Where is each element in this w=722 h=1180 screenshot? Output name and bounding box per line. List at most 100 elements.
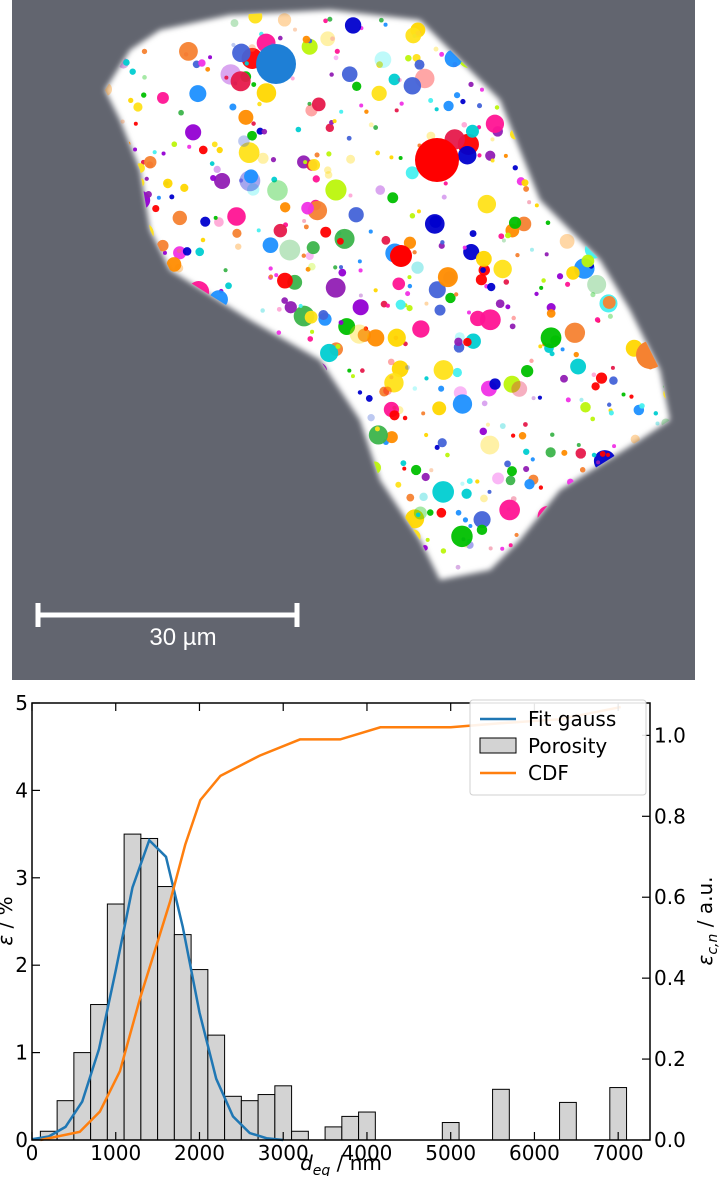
pore <box>493 259 512 279</box>
legend-box <box>469 699 647 796</box>
pore <box>477 194 497 214</box>
pore <box>349 324 369 344</box>
y2-tick-label: 0.0 <box>654 1128 686 1152</box>
pore <box>443 181 448 186</box>
pore <box>235 243 242 250</box>
x-tick-label: 2000 <box>174 1141 225 1165</box>
pore <box>311 97 326 112</box>
pore <box>198 59 206 67</box>
pore <box>465 124 479 138</box>
pore <box>452 367 462 378</box>
pore <box>591 372 597 378</box>
pore <box>546 309 556 318</box>
pore <box>477 153 482 158</box>
pore <box>381 235 391 245</box>
pore <box>463 243 480 261</box>
pore <box>302 218 307 223</box>
pore <box>607 313 613 319</box>
pore <box>429 468 434 473</box>
pore <box>512 165 518 171</box>
pore <box>591 382 600 391</box>
pore <box>460 481 465 486</box>
pore <box>499 499 520 521</box>
pore <box>508 543 513 548</box>
pore <box>466 310 471 315</box>
pore <box>462 517 469 523</box>
pore <box>376 61 383 68</box>
x-tick-label: 4000 <box>342 1141 393 1165</box>
pore <box>411 261 424 274</box>
pore <box>503 279 510 285</box>
pore <box>327 16 333 22</box>
pore <box>440 548 447 554</box>
pore <box>185 124 202 141</box>
pore <box>434 304 446 316</box>
pore <box>375 150 381 156</box>
pore <box>359 103 364 108</box>
pore <box>348 207 364 223</box>
pore <box>162 178 173 189</box>
plot: 0 1000 2000 3000 4000 5000 6000 7000 0 1 2 3 4 5 0.0 0.… <box>0 691 721 1179</box>
pore <box>157 239 169 252</box>
histogram-bar <box>157 886 175 1141</box>
pore <box>320 226 332 238</box>
pore <box>173 246 187 260</box>
pore <box>639 403 645 409</box>
pore <box>279 239 301 261</box>
pore <box>267 180 288 201</box>
pore <box>427 509 434 516</box>
pore <box>437 438 447 448</box>
pore <box>461 121 468 128</box>
pore <box>365 395 373 402</box>
pore <box>489 378 501 390</box>
pore <box>238 109 254 125</box>
pore <box>271 176 278 183</box>
pore <box>421 472 430 482</box>
pore <box>590 416 596 422</box>
pore <box>490 158 495 163</box>
pore <box>162 250 167 255</box>
pore <box>591 452 597 458</box>
pore <box>607 402 612 407</box>
pore <box>537 395 543 400</box>
pore <box>445 292 456 304</box>
pore <box>599 450 606 457</box>
x-axis-label-symbol: d <box>300 1151 313 1175</box>
pore <box>281 297 288 304</box>
y2-tick-label: 0.8 <box>654 804 686 828</box>
x-tick-label: 6000 <box>509 1141 560 1165</box>
pore <box>428 98 434 103</box>
y-axis-label-unit: / % <box>0 896 17 934</box>
pore <box>141 92 147 98</box>
pore <box>152 204 160 213</box>
pore <box>247 130 257 141</box>
pore <box>318 310 329 321</box>
pore <box>565 281 571 287</box>
pore <box>198 145 208 155</box>
pore <box>295 126 302 133</box>
pore <box>596 460 601 465</box>
pore <box>487 489 492 494</box>
pore <box>436 507 447 518</box>
pore <box>421 411 426 416</box>
x-tick-label: 0 <box>26 1141 39 1165</box>
pore <box>432 481 455 503</box>
pore <box>341 66 358 82</box>
pore <box>308 159 321 171</box>
pore <box>350 374 355 379</box>
pore <box>214 172 231 190</box>
pore <box>523 465 530 473</box>
pore <box>310 329 315 334</box>
pore <box>415 512 421 518</box>
y-tick-label: 0 <box>15 1128 28 1152</box>
y2-axis-label-symbol: ε <box>693 954 717 965</box>
pore <box>454 337 463 347</box>
pore <box>413 506 427 520</box>
pore <box>301 253 306 258</box>
pore <box>389 375 394 380</box>
pore <box>284 301 297 314</box>
pore <box>538 485 544 490</box>
pore <box>171 141 178 148</box>
y-tick-label: 3 <box>15 866 28 890</box>
pore <box>161 151 166 156</box>
